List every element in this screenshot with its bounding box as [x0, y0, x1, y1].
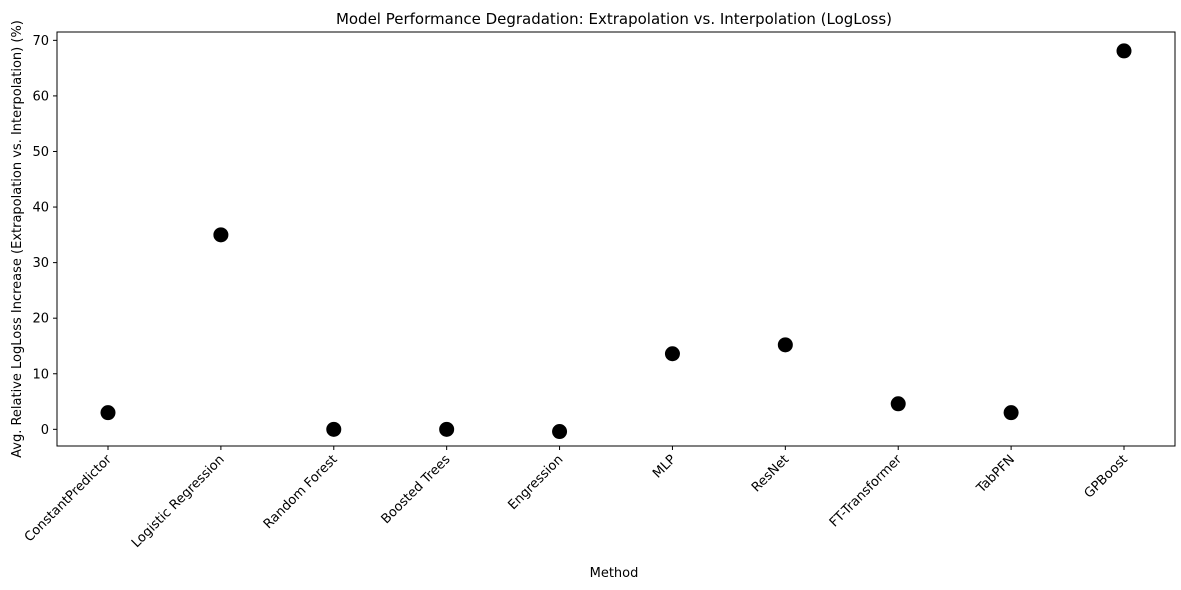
data-point: [777, 337, 793, 353]
x-axis-label: Method: [590, 566, 639, 581]
x-tick-label: MLP: [650, 452, 679, 481]
data-point: [1003, 405, 1019, 421]
x-tick-label: GPBoost: [1082, 452, 1131, 501]
y-axis-label: Avg. Relative LogLoss Increase (Extrapol…: [10, 20, 25, 458]
y-tick-label: 40: [32, 201, 49, 216]
chart-title: Model Performance Degradation: Extrapola…: [336, 10, 892, 28]
y-tick-label: 0: [41, 423, 49, 438]
data-point: [439, 421, 455, 437]
y-tick-label: 10: [32, 367, 49, 382]
x-tick-label: Random Forest: [261, 452, 341, 532]
x-tick-label: TabPFN: [973, 452, 1018, 497]
y-tick-label: 70: [32, 34, 49, 49]
data-point: [664, 346, 680, 362]
data-point: [552, 424, 568, 440]
y-tick-label: 30: [32, 256, 49, 271]
data-point: [890, 396, 906, 412]
data-point: [326, 421, 342, 437]
x-tick-label: ConstantPredictor: [22, 452, 115, 545]
plot-frame: [56, 31, 1176, 447]
x-tick-label: Boosted Trees: [379, 452, 454, 527]
x-axis: ConstantPredictor Logistic Regression Rand…: [22, 446, 1131, 551]
data-point: [213, 227, 229, 243]
data-point: [1116, 43, 1132, 59]
y-tick-label: 20: [32, 312, 49, 327]
x-tick-label: Engression: [505, 452, 566, 513]
y-tick-label: 50: [32, 145, 49, 160]
data-point: [100, 405, 116, 421]
data-points: [100, 43, 1132, 440]
x-tick-label: FT-Transformer: [827, 452, 906, 531]
x-tick-label: Logistic Regression: [129, 452, 228, 551]
y-axis: 0 10 20 30 40 50 60 70: [32, 34, 57, 438]
x-tick-label: ResNet: [749, 452, 792, 495]
y-tick-label: 60: [32, 89, 49, 104]
